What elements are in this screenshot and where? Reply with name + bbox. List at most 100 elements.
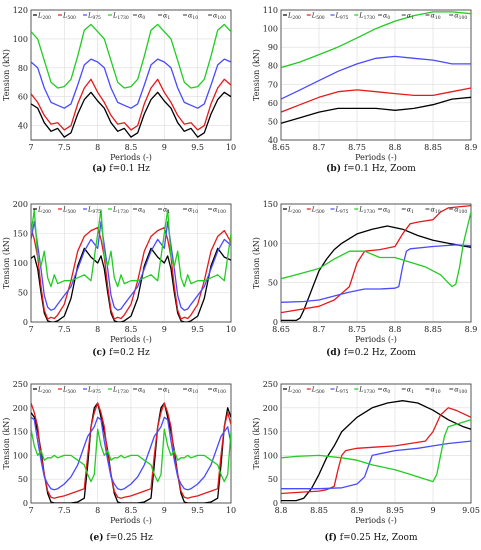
panel-caption: (a) f=0.1 Hz (92, 163, 150, 174)
legend-entry: α10 (188, 12, 198, 22)
legend-entry: α10 (188, 386, 198, 396)
legend-entry: L200 (37, 386, 51, 396)
legend-entry: L975 (335, 386, 349, 396)
series-line-L975 (281, 440, 471, 490)
x-tick-label: 9.5 (191, 506, 204, 515)
y-tick-label: 100 (263, 451, 278, 460)
legend-entry: α1 (163, 12, 170, 22)
x-tick-label: 7 (28, 143, 33, 152)
x-tick-label: 7.5 (58, 325, 71, 334)
series-line-L975 (281, 55, 471, 100)
legend-entry: L200 (37, 206, 51, 216)
series-line-L500 (281, 87, 471, 113)
y-axis-label: Tension (kN) (252, 237, 261, 289)
y-tick-label: 60 (268, 99, 278, 108)
x-tick-label: 9.5 (191, 325, 204, 334)
legend: L200 L500 L975 L1730 α0 α1 α10 α100 (33, 12, 226, 22)
legend-entry: L500 (62, 386, 76, 396)
x-tick-label: 8.85 (310, 506, 328, 515)
legend-entry: α0 (138, 386, 145, 396)
y-tick-label: 50 (268, 475, 278, 484)
legend-entry: L975 (335, 12, 349, 22)
x-axis-label: Periods (-) (110, 153, 152, 162)
panel-caption: (f) f=0.25 Hz, Zoom (325, 532, 418, 543)
legend-entry: L500 (62, 12, 76, 22)
x-tick-label: 8.5 (125, 506, 138, 515)
legend-entry: L1730 (358, 386, 375, 396)
y-tick-label: 60 (18, 93, 28, 102)
legend-entry: L200 (37, 12, 51, 22)
y-tick-label: 100 (263, 25, 278, 34)
legend-entry: L975 (87, 206, 101, 216)
x-tick-label: 8.8 (389, 143, 402, 152)
y-tick-label: 200 (13, 404, 28, 413)
legend-entry: α1 (407, 12, 414, 22)
legend: L200 L500 L975 L1730 α0 α1 α10 α100 (33, 386, 226, 396)
x-tick-label: 8 (95, 506, 100, 515)
x-axis-label: Periods (-) (110, 516, 152, 525)
x-tick-label: 8.75 (348, 325, 366, 334)
panel-caption: (e) f=0.25 Hz (89, 532, 153, 543)
y-tick-label: 0 (23, 499, 28, 508)
series-line-L500 (31, 226, 231, 320)
y-tick-label: 0 (23, 318, 28, 327)
panel-a: 7 7.5 8 8.5 9 9.5 10 40 60 80 100 120 Periods (-) Ten… (2, 6, 236, 174)
x-tick-label: 8.85 (424, 143, 442, 152)
legend-entry: L1730 (112, 12, 129, 22)
series-line-L200 (31, 91, 231, 138)
x-tick-label: 9 (162, 143, 167, 152)
x-tick-label: 9.5 (191, 143, 204, 152)
x-tick-label: 7.5 (58, 506, 71, 515)
y-tick-label: 110 (263, 6, 278, 15)
y-tick-label: 150 (13, 230, 28, 239)
legend-entry: α100 (454, 206, 467, 216)
y-tick-label: 120 (13, 6, 28, 15)
panel-caption: (c) f=0.2 Hz (92, 347, 150, 358)
plot-border (30, 203, 232, 323)
panel-f: 8.8 8.85 8.9 8.95 9 9.05 0 50 100 150 200 250 Period… (252, 380, 480, 543)
y-tick-label: 250 (263, 380, 278, 389)
x-tick-label: 10 (226, 325, 236, 334)
series-line-L1730 (31, 209, 231, 288)
legend-entry: L975 (335, 206, 349, 216)
legend-entry: L975 (87, 386, 101, 396)
y-tick-label: 40 (268, 136, 278, 145)
series-line-L500 (281, 204, 471, 314)
x-tick-label: 7 (28, 506, 33, 515)
legend-entry: α10 (188, 206, 198, 216)
x-tick-label: 8.5 (125, 325, 138, 334)
x-tick-label: 7.5 (58, 143, 71, 152)
series-line-L1730 (281, 419, 471, 483)
y-tick-label: 70 (268, 80, 278, 89)
legend-entry: α0 (383, 12, 390, 22)
y-tick-label: 150 (263, 200, 278, 209)
y-axis-label: Tension (kN) (252, 49, 261, 101)
legend: L200 L500 L975 L1730 α0 α1 α10 α100 (283, 206, 467, 216)
series-line-L200 (281, 96, 471, 124)
legend-entry: α1 (407, 206, 414, 216)
plot-border (280, 9, 472, 141)
series-line-L1730 (281, 211, 471, 288)
x-tick-label: 8.7 (313, 143, 326, 152)
legend-entry: α100 (454, 386, 467, 396)
x-tick-label: 10 (226, 143, 236, 152)
plot-border (30, 9, 232, 141)
y-axis-label: Tension (kN) (2, 49, 11, 101)
panel-d: 8.65 8.7 8.75 8.8 8.85 8.9 0 50 100 150 Periods (-… (252, 200, 477, 358)
legend-entry: L1730 (112, 206, 129, 216)
x-tick-label: 10 (226, 506, 236, 515)
x-tick-label: 8.75 (348, 143, 366, 152)
legend-entry: α10 (431, 12, 441, 22)
y-tick-label: 200 (263, 404, 278, 413)
x-tick-label: 8.85 (424, 325, 442, 334)
x-axis-label: Periods (-) (355, 153, 397, 162)
legend-entry: L500 (311, 386, 325, 396)
y-tick-label: 150 (263, 428, 278, 437)
legend-entry: L200 (287, 12, 301, 22)
series-line-L500 (31, 78, 231, 131)
x-axis-label: Periods (-) (355, 516, 397, 525)
x-tick-label: 8.95 (386, 506, 404, 515)
y-tick-label: 200 (13, 200, 28, 209)
y-tick-label: 0 (273, 318, 278, 327)
y-tick-label: 40 (18, 122, 28, 131)
